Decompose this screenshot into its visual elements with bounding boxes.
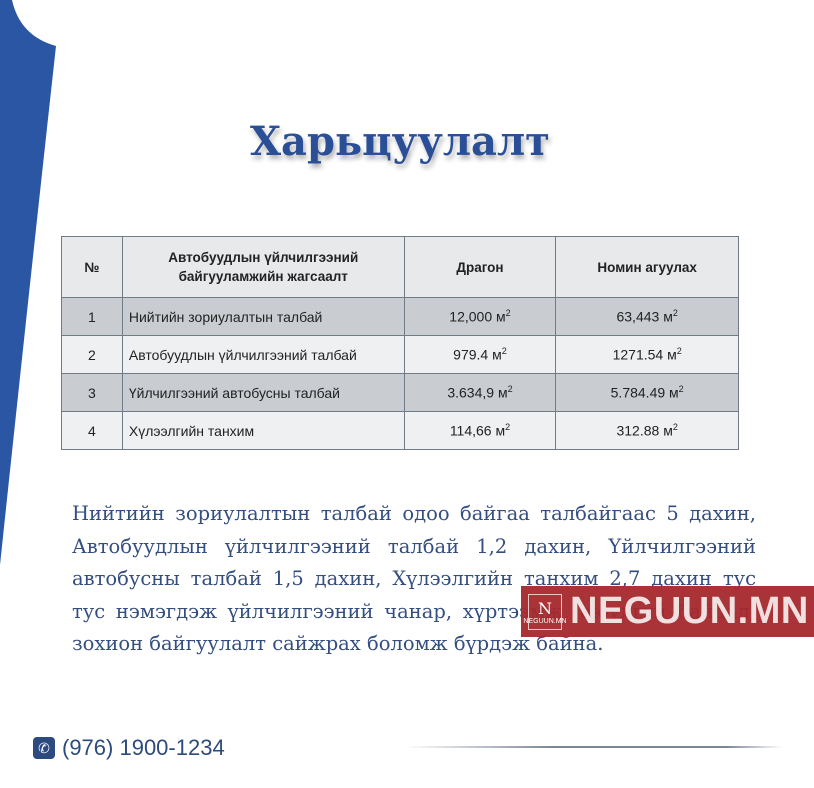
cell-nomin: 5.784.49 м2 [555,373,739,412]
cell-name: Үйлчилгээний автобусны талбай [121,373,405,412]
phone-number: (976) 1900-1234 [62,735,225,760]
comparison-table: № Автобуудлын үйлчилгээний байгууламжийн… [61,236,739,450]
table-row: 3 Үйлчилгээний автобусны талбай 3.634,9 … [61,373,739,412]
table-row: 1 Нийтийн зориулалтын талбай 12,000 м2 6… [61,297,739,336]
contact-phone: ✆ (976) 1900-1234 [33,735,225,761]
cell-dragon: 3.634,9 м2 [403,373,557,412]
cell-nomin: 63,443 м2 [555,297,739,336]
cell-dragon: 114,66 м2 [403,411,557,450]
phone-icon: ✆ [33,737,55,759]
cell-number: 1 [61,297,123,336]
cell-number: 2 [61,335,123,374]
header-dragon: Драгон [403,236,557,298]
summary-paragraph: Нийтийн зориулалтын талбай одоо байгаа т… [72,502,756,655]
cell-dragon: 12,000 м2 [403,297,557,336]
table-row: 4 Хүлээлгийн танхим 114,66 м2 312.88 м2 [61,411,739,450]
table-header-row: № Автобуудлын үйлчилгээний байгууламжийн… [61,236,739,298]
header-nomin: Номин агуулах [555,236,739,298]
decorative-divider [405,746,782,748]
cell-name: Хүлээлгийн танхим [121,411,405,450]
watermark-text: NEGUUN.MN [570,590,809,632]
table-row: 2 Автобуудлын үйлчилгээний талбай 979.4 … [61,335,739,374]
cell-nomin: 312.88 м2 [555,411,739,450]
cell-name: Нийтийн зориулалтын талбай [121,297,405,336]
cell-dragon: 979.4 м2 [403,335,557,374]
cell-number: 3 [61,373,123,412]
watermark: N NEGUUN.MN NEGUUN.MN [521,586,814,637]
header-number: № [61,236,123,298]
cell-nomin: 1271.54 м2 [555,335,739,374]
cell-number: 4 [61,411,123,450]
page-title: Харьцуулалт [250,118,550,165]
cell-name: Автобуудлын үйлчилгээний талбай [121,335,405,374]
decorative-blue-curve [0,0,56,565]
watermark-logo-icon: N NEGUUN.MN [523,593,567,630]
header-facility: Автобуудлын үйлчилгээний байгууламжийн ж… [121,236,405,298]
